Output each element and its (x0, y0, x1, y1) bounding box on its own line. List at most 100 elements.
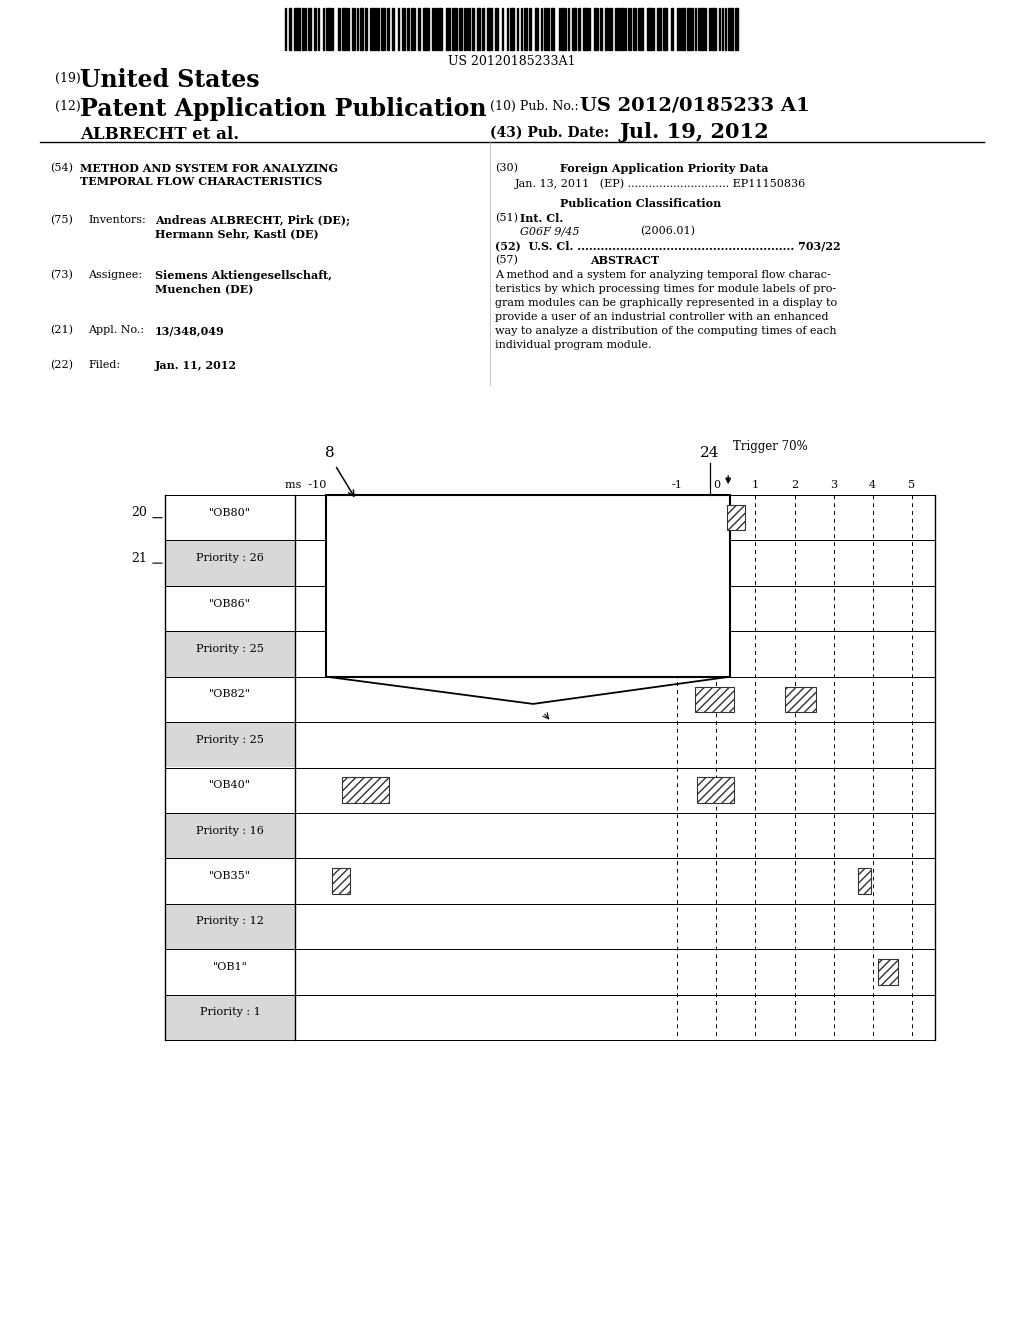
Bar (446, 8, 450, 50)
Bar (784, 686, 816, 711)
Bar (365, 8, 367, 50)
Bar (407, 8, 409, 50)
Text: (10) Pub. No.:: (10) Pub. No.: (490, 100, 579, 114)
Bar (561, 8, 564, 50)
Text: ms  -10: ms -10 (285, 480, 327, 490)
Bar (370, 8, 373, 50)
Text: 24: 24 (700, 446, 720, 459)
Bar (332, 869, 350, 894)
Bar (472, 8, 474, 50)
Bar (609, 8, 612, 50)
Bar (695, 686, 733, 711)
Text: "OB1": "OB1" (213, 962, 248, 972)
Bar (387, 8, 389, 50)
Bar (544, 8, 546, 50)
Bar (302, 8, 304, 50)
Bar (630, 8, 631, 50)
Text: ABSTRACT: ABSTRACT (590, 255, 659, 267)
Bar (517, 8, 518, 50)
Text: (19): (19) (55, 73, 81, 84)
Bar (432, 8, 433, 50)
Text: "OB40": "OB40" (209, 780, 251, 791)
Bar (625, 8, 626, 50)
Bar (347, 8, 349, 50)
Bar (572, 8, 577, 50)
Bar (402, 8, 404, 50)
Text: 4: 4 (869, 480, 877, 490)
Bar (647, 8, 652, 50)
Text: Foreign Application Priority Data: Foreign Application Priority Data (560, 162, 768, 174)
Text: (75): (75) (50, 215, 73, 226)
Text: Int. Cl.: Int. Cl. (520, 213, 563, 224)
Bar (317, 8, 318, 50)
Bar (165, 813, 295, 858)
Text: 1: 1 (752, 480, 759, 490)
Bar (681, 8, 685, 50)
Bar (352, 8, 355, 50)
Bar (357, 8, 358, 50)
Bar (633, 8, 636, 50)
Text: "OB35": "OB35" (209, 871, 251, 880)
Bar (722, 8, 723, 50)
Bar (477, 8, 480, 50)
Bar (621, 8, 624, 50)
Bar (695, 8, 696, 50)
Bar (165, 631, 295, 677)
Text: (52)  U.S. Cl. ........................................................ 703/22: (52) U.S. Cl. ..........................… (495, 240, 841, 251)
Text: (73): (73) (50, 271, 73, 280)
Bar (535, 8, 538, 50)
Bar (599, 8, 602, 50)
Bar (657, 8, 662, 50)
Text: Muenchen (DE): Muenchen (DE) (155, 282, 253, 294)
Bar (640, 8, 642, 50)
Bar (618, 8, 620, 50)
Bar (712, 8, 716, 50)
Text: 0: 0 (713, 480, 720, 490)
Text: Publication Classification: Publication Classification (560, 198, 721, 209)
Bar (594, 8, 598, 50)
Bar (502, 8, 503, 50)
Text: Filed:: Filed: (88, 360, 120, 370)
Text: Jan. 11, 2012: Jan. 11, 2012 (155, 360, 237, 371)
Text: Priority : 12: Priority : 12 (196, 916, 264, 927)
Bar (735, 8, 738, 50)
Bar (314, 8, 316, 50)
Bar (709, 8, 711, 50)
Bar (653, 8, 654, 50)
Bar (547, 8, 549, 50)
Bar (466, 8, 467, 50)
Bar (295, 8, 300, 50)
Text: "OB80": "OB80" (209, 508, 251, 517)
Bar (342, 777, 389, 803)
Bar (521, 8, 522, 50)
Text: 2: 2 (791, 480, 798, 490)
Text: (54): (54) (50, 162, 73, 173)
Bar (398, 8, 399, 50)
Text: 21: 21 (131, 552, 147, 565)
Bar (551, 8, 554, 50)
Text: 5: 5 (908, 480, 915, 490)
Bar (327, 495, 730, 677)
Text: Priority : 25: Priority : 25 (196, 644, 264, 653)
Bar (331, 8, 333, 50)
Bar (374, 8, 376, 50)
Bar (418, 8, 420, 50)
Bar (482, 8, 484, 50)
Bar (583, 8, 588, 50)
Bar (165, 904, 295, 949)
Bar (858, 869, 870, 894)
Bar (638, 8, 639, 50)
Bar (628, 8, 629, 50)
Bar (727, 506, 744, 531)
Text: (51): (51) (495, 213, 518, 223)
Bar (495, 8, 498, 50)
Bar (165, 994, 295, 1040)
Bar (541, 8, 542, 50)
Bar (308, 8, 311, 50)
Bar (578, 8, 580, 50)
Bar (468, 8, 470, 50)
Text: Priority : 1: Priority : 1 (200, 1007, 260, 1018)
Bar (326, 8, 330, 50)
Text: Priority : 16: Priority : 16 (196, 825, 264, 836)
Text: (57): (57) (495, 255, 518, 265)
